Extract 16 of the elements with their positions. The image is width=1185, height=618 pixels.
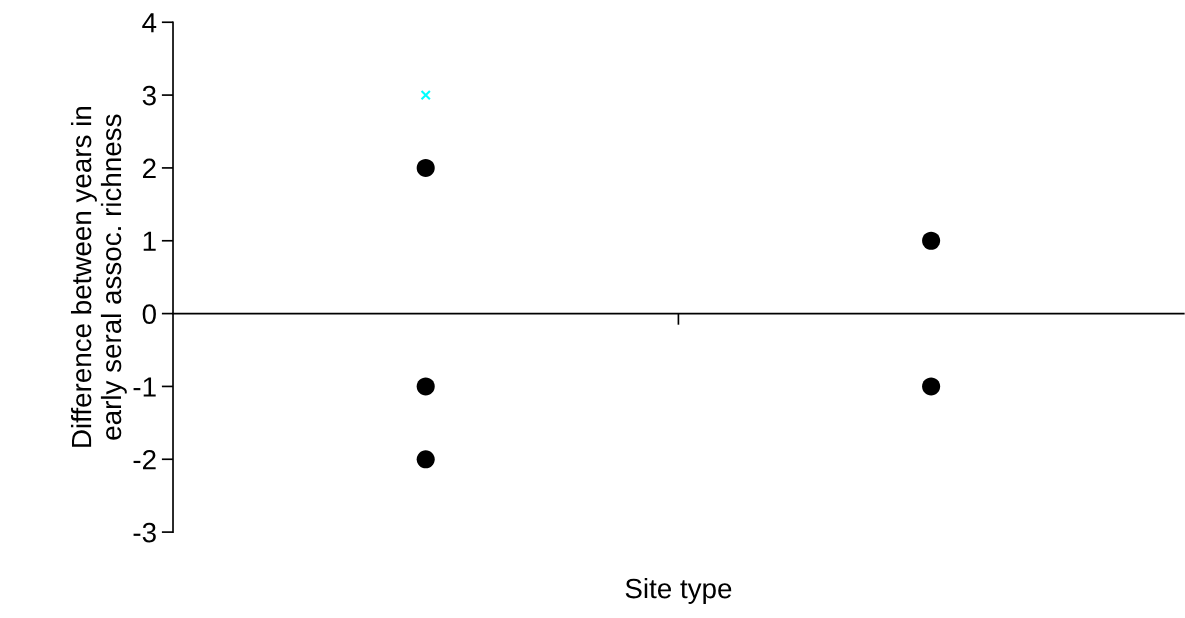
point: [420, 89, 431, 101]
y-tick-label: -3: [133, 522, 156, 543]
y-tick-label: -2: [133, 449, 156, 470]
x-axis-title: Site type: [625, 577, 732, 604]
point: [416, 158, 435, 177]
y-tick-label: 0: [142, 304, 156, 324]
y-tick-label: 1: [143, 231, 156, 251]
point: [922, 377, 941, 396]
point: [922, 231, 941, 250]
y-axis-title: Difference between years in early seral assoc. richness: [70, 107, 127, 447]
point: [416, 450, 435, 469]
y-tick-label: 4: [142, 13, 157, 33]
y-tick-label: 2: [142, 158, 156, 178]
y-tick-label: 3: [142, 85, 156, 106]
y-tick-label: -1: [133, 377, 156, 397]
point: [416, 377, 435, 396]
